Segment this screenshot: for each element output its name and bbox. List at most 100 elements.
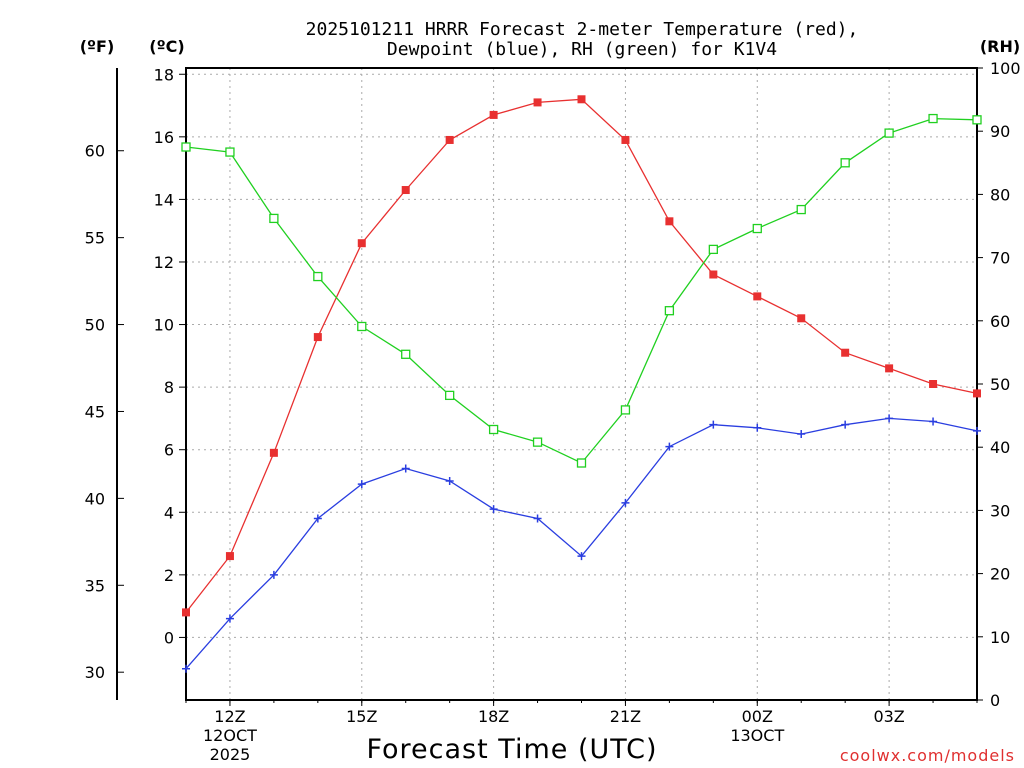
temperature-point (753, 292, 762, 301)
dewpoint-point (313, 514, 322, 523)
dewpoint-point (709, 420, 718, 429)
dewpoint-point (577, 552, 586, 561)
rh-point (708, 244, 718, 255)
x-tick-date-4: 13OCT (730, 726, 784, 745)
x-tick-label-4: 00Z (742, 707, 773, 726)
dewpoint-point (225, 614, 234, 623)
dewpoint-point (797, 430, 806, 439)
celsius-tick-label: 10 (154, 316, 174, 335)
temperature-point (445, 135, 454, 144)
x-tick-label-1: 15Z (346, 707, 377, 726)
temperature-point (973, 389, 981, 398)
grid-lines (186, 68, 977, 700)
rh-unit-label: (RH) (980, 37, 1020, 56)
temperature-point (182, 608, 190, 617)
celsius-unit-label: (ºC) (149, 37, 184, 56)
rh-point (269, 213, 279, 224)
rh-tick-label: 100 (990, 59, 1021, 78)
rh-point (576, 458, 587, 468)
rh-tick-label: 50 (990, 375, 1010, 394)
rh-tick-label: 60 (990, 312, 1010, 331)
chart-title-line1: 2025101211 HRRR Forecast 2-meter Tempera… (306, 19, 859, 40)
rh-point (488, 424, 499, 435)
rh-point (972, 115, 982, 125)
dewpoint-point (753, 423, 762, 432)
celsius-tick-label: 14 (154, 190, 174, 209)
x-tick-label-3: 21Z (610, 707, 641, 726)
series-dewpoint (182, 414, 981, 673)
dewpoint-point (665, 442, 674, 451)
x-axis-label: Forecast Time (UTC) (366, 734, 657, 765)
rh-point (796, 204, 806, 215)
x-tick-date-0: 12OCT (203, 726, 257, 745)
rh-line (185, 117, 978, 464)
dewpoint-point (929, 417, 938, 426)
celsius-tick-label: 12 (154, 253, 174, 272)
fahrenheit-unit-label: (ºF) (80, 37, 115, 56)
dewpoint-point (489, 505, 498, 514)
temperature-point (929, 380, 938, 388)
dewpoint-point (182, 664, 190, 673)
rh-tick-label: 40 (990, 438, 1010, 457)
rh-point (181, 142, 191, 152)
fahrenheit-tick-label: 50 (85, 316, 105, 335)
dewpoint-point (621, 498, 630, 507)
dewpoint-line (185, 417, 978, 670)
temperature-point (709, 270, 718, 279)
rh-tick-label: 10 (990, 628, 1010, 647)
celsius-tick-label: 4 (164, 503, 174, 522)
rh-point (884, 128, 894, 138)
celsius-tick-label: 18 (154, 65, 174, 84)
celsius-tick-label: 8 (164, 378, 174, 397)
x-tick-label-2: 18Z (478, 707, 509, 726)
rh-point (357, 321, 367, 332)
dewpoint-point (841, 420, 850, 429)
rh-point (401, 349, 411, 359)
series-temperature (182, 95, 981, 617)
rh-point (928, 113, 938, 124)
temperature-point (621, 135, 630, 144)
celsius-tick-label: 6 (164, 441, 174, 460)
plot-frame (185, 67, 978, 701)
temperature-point (225, 552, 234, 561)
rh-tick-label: 20 (990, 565, 1010, 584)
temperature-point (401, 186, 410, 195)
fahrenheit-tick-label: 30 (85, 663, 105, 682)
rh-point (532, 437, 543, 447)
rh-point (752, 223, 762, 234)
x-tick-label-5: 03Z (873, 707, 904, 726)
temperature-point (313, 333, 322, 342)
temperature-point (489, 110, 498, 119)
dewpoint-point (533, 514, 542, 523)
x-tick-year-0: 2025 (210, 745, 251, 764)
fahrenheit-tick-label: 55 (85, 229, 105, 248)
temperature-point (357, 239, 366, 248)
celsius-tick-label: 2 (164, 566, 174, 585)
fahrenheit-tick-label: 45 (85, 402, 105, 421)
rh-point (840, 158, 850, 168)
dewpoint-point (401, 464, 410, 473)
series-lines (181, 95, 982, 673)
rh-tick-label: 70 (990, 249, 1010, 268)
fahrenheit-tick-label: 40 (85, 489, 105, 508)
celsius-tick-label: 16 (154, 128, 174, 147)
temperature-point (797, 314, 806, 323)
dewpoint-point (885, 414, 894, 423)
rh-point (313, 271, 323, 282)
dewpoint-point (357, 480, 366, 489)
fahrenheit-tick-label: 35 (85, 576, 105, 595)
x-tick-label-0: 12Z (214, 707, 245, 726)
rh-point (620, 405, 631, 415)
temperature-point (665, 217, 674, 226)
rh-tick-label: 90 (990, 122, 1010, 141)
fahrenheit-tick-label: 60 (85, 142, 105, 161)
series-rh (181, 113, 982, 468)
temperature-point (533, 98, 542, 107)
celsius-tick-label: 0 (164, 628, 174, 647)
credit-link[interactable]: coolwx.com/models (840, 746, 1015, 765)
rh-tick-label: 0 (990, 691, 1000, 710)
rh-point (225, 147, 235, 157)
temperature-point (269, 448, 278, 457)
chart-title-line2: Dewpoint (blue), RH (green) for K1V4 (387, 39, 777, 60)
